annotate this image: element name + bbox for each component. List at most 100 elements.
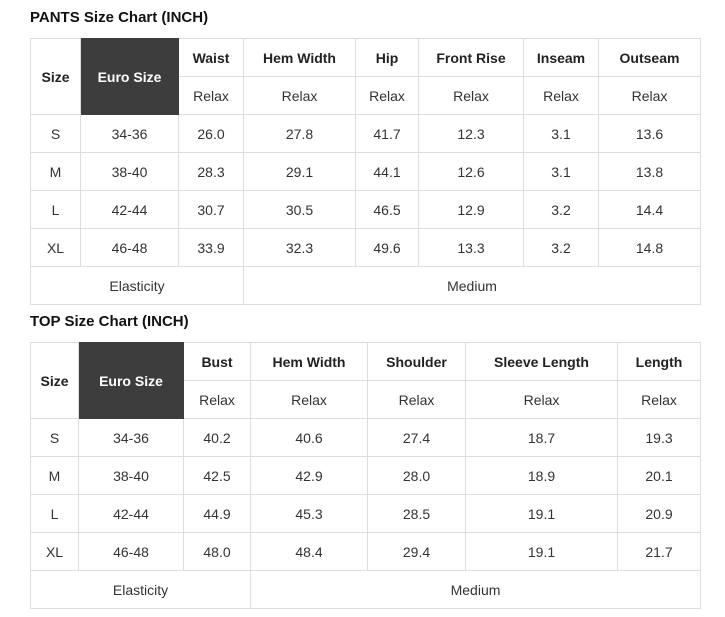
measurement-value-cell: 3.2 (523, 190, 599, 229)
measurement-value-cell: 45.3 (250, 494, 368, 533)
size-cell: L (30, 494, 79, 533)
measurement-column-header: Waist (178, 38, 244, 77)
fit-type-cell: Relax (523, 76, 599, 115)
measurement-value-cell: 28.5 (367, 494, 466, 533)
measurement-value-cell: 40.6 (250, 418, 368, 457)
measurement-value-cell: 14.8 (598, 228, 701, 267)
measurement-value-cell: 30.5 (243, 190, 356, 229)
measurement-value-cell: 48.0 (183, 532, 251, 571)
measurement-column-header: Length (617, 342, 701, 381)
size-column-header: Size (30, 342, 79, 419)
fit-type-cell: Relax (250, 380, 368, 419)
measurement-value-cell: 3.1 (523, 114, 599, 153)
measurement-value-cell: 18.7 (465, 418, 618, 457)
euro-size-cell: 42-44 (78, 494, 184, 533)
fit-type-cell: Relax (598, 76, 701, 115)
size-cell: S (30, 114, 81, 153)
size-cell: L (30, 190, 81, 229)
measurement-value-cell: 12.9 (418, 190, 524, 229)
fit-type-cell: Relax (355, 76, 419, 115)
measurement-value-cell: 13.6 (598, 114, 701, 153)
size-cell: S (30, 418, 79, 457)
measurement-column-header: Outseam (598, 38, 701, 77)
measurement-value-cell: 44.9 (183, 494, 251, 533)
measurement-header-row: Size Euro Size Waist Hem Width Hip Front Rise… (30, 38, 701, 115)
fit-type-cell: Relax (183, 380, 251, 419)
measurement-value-cell: 28.3 (178, 152, 244, 191)
top-chart-title: TOP Size Chart (INCH) (30, 313, 189, 330)
measurement-value-cell: 49.6 (355, 228, 419, 267)
elasticity-label-cell: Elasticity (30, 266, 244, 305)
measurement-value-cell: 29.1 (243, 152, 356, 191)
measurement-column-header: Shoulder (367, 342, 466, 381)
measurement-value-cell: 3.2 (523, 228, 599, 267)
measurement-column-header: Hem Width (250, 342, 368, 381)
size-cell: XL (30, 228, 81, 267)
measurement-value-cell: 12.3 (418, 114, 524, 153)
size-row: L 42-44 44.9 45.3 28.5 19.1 20.9 (30, 494, 701, 533)
measurement-value-cell: 20.1 (617, 456, 701, 495)
elasticity-row: Elasticity Medium (30, 570, 701, 609)
measurement-value-cell: 30.7 (178, 190, 244, 229)
measurement-value-cell: 14.4 (598, 190, 701, 229)
euro-size-cell: 34-36 (80, 114, 179, 153)
measurement-value-cell: 26.0 (178, 114, 244, 153)
size-row: M 38-40 42.5 42.9 28.0 18.9 20.1 (30, 456, 701, 495)
fit-type-cell: Relax (465, 380, 618, 419)
measurement-value-cell: 32.3 (243, 228, 356, 267)
measurement-value-cell: 27.8 (243, 114, 356, 153)
euro-size-column-header: Euro Size (78, 342, 184, 419)
measurement-value-cell: 29.4 (367, 532, 466, 571)
fit-type-row: Relax Relax Relax Relax Relax Relax (31, 76, 701, 115)
measurement-value-cell: 28.0 (367, 456, 466, 495)
size-cell: XL (30, 532, 79, 571)
elasticity-label-cell: Elasticity (30, 570, 251, 609)
measurement-value-cell: 19.1 (465, 494, 618, 533)
top-size-chart-table: Size Euro Size Bust Hem Width Shoulder Sleeve… (30, 342, 701, 609)
euro-size-cell: 42-44 (80, 190, 179, 229)
elasticity-value-cell: Medium (243, 266, 701, 305)
pants-chart-title: PANTS Size Chart (INCH) (30, 9, 209, 26)
measurement-value-cell: 19.3 (617, 418, 701, 457)
euro-size-cell: 46-48 (78, 532, 184, 571)
measurement-header-row: Size Euro Size Bust Hem Width Shoulder Sleeve… (30, 342, 701, 419)
size-row: XL 46-48 48.0 48.4 29.4 19.1 21.7 (30, 532, 701, 571)
elasticity-row: Elasticity Medium (30, 266, 701, 305)
size-column-header: Size (30, 38, 81, 115)
fit-type-row: Relax Relax Relax Relax Relax (31, 380, 701, 419)
fit-type-cell: Relax (418, 76, 524, 115)
measurement-value-cell: 33.9 (178, 228, 244, 267)
measurement-value-cell: 12.6 (418, 152, 524, 191)
fit-type-cell: Relax (367, 380, 466, 419)
euro-size-cell: 34-36 (78, 418, 184, 457)
fit-type-cell: Relax (617, 380, 701, 419)
measurement-column-header: Bust (183, 342, 251, 381)
euro-size-cell: 38-40 (78, 456, 184, 495)
measurement-column-header: Hem Width (243, 38, 356, 77)
pants-size-chart-table: Size Euro Size Waist Hem Width Hip Front Rise… (30, 38, 701, 305)
measurement-value-cell: 44.1 (355, 152, 419, 191)
measurement-value-cell: 42.9 (250, 456, 368, 495)
size-row: S 34-36 40.2 40.6 27.4 18.7 19.3 (30, 418, 701, 457)
measurement-value-cell: 13.8 (598, 152, 701, 191)
measurement-column-header: Sleeve Length (465, 342, 618, 381)
elasticity-value-cell: Medium (250, 570, 701, 609)
measurement-value-cell: 41.7 (355, 114, 419, 153)
measurement-value-cell: 20.9 (617, 494, 701, 533)
size-row: S 34-36 26.0 27.8 41.7 12.3 3.1 13.6 (30, 114, 701, 153)
measurement-value-cell: 46.5 (355, 190, 419, 229)
euro-size-column-header: Euro Size (80, 38, 179, 115)
measurement-column-header: Front Rise (418, 38, 524, 77)
measurement-column-header: Hip (355, 38, 419, 77)
size-cell: M (30, 456, 79, 495)
measurement-value-cell: 42.5 (183, 456, 251, 495)
measurement-value-cell: 40.2 (183, 418, 251, 457)
fit-type-cell: Relax (243, 76, 356, 115)
measurement-column-header: Inseam (523, 38, 599, 77)
measurement-value-cell: 13.3 (418, 228, 524, 267)
measurement-value-cell: 19.1 (465, 532, 618, 571)
measurement-value-cell: 21.7 (617, 532, 701, 571)
fit-type-cell: Relax (178, 76, 244, 115)
measurement-value-cell: 27.4 (367, 418, 466, 457)
